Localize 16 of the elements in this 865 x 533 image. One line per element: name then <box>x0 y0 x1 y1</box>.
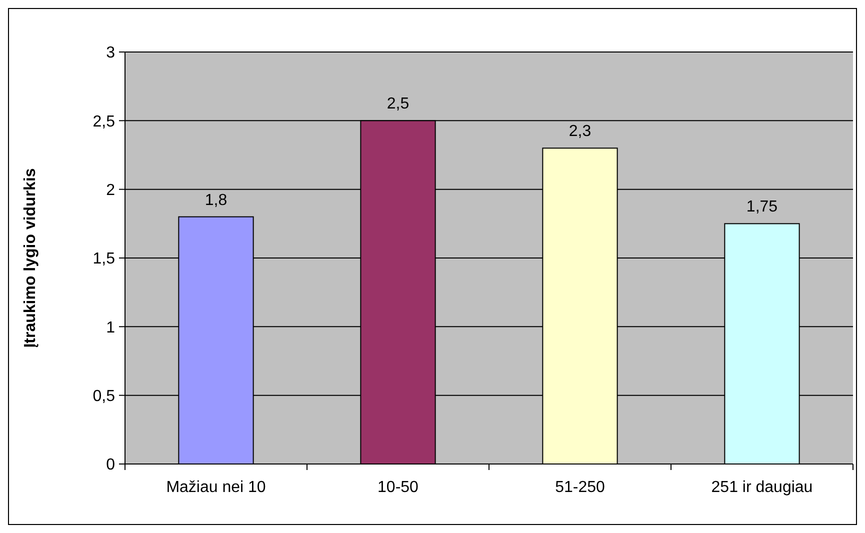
y-tick-label: 0 <box>106 456 116 474</box>
x-tick-label: 251 ir daugiau <box>711 479 813 496</box>
y-tick-label: 2 <box>106 182 116 199</box>
y-tick-label: 0,5 <box>92 388 116 405</box>
data-label: 1,75 <box>746 198 778 216</box>
y-tick-label: 1,5 <box>92 250 116 268</box>
data-label: 2,5 <box>386 96 410 113</box>
data-label: 2,3 <box>568 123 592 140</box>
y-axis-title: Įtraukimo lygio vidurkis <box>22 168 39 348</box>
y-tick-label: 2,5 <box>92 113 116 130</box>
x-tick-label: Mažiau nei 10 <box>166 479 266 496</box>
y-tick-label: 3 <box>106 44 116 62</box>
y-tick-label: 1 <box>106 319 116 336</box>
x-tick-label: 10-50 <box>378 479 419 496</box>
data-label: 1,8 <box>204 192 228 209</box>
x-tick-label: 51-250 <box>555 479 606 496</box>
